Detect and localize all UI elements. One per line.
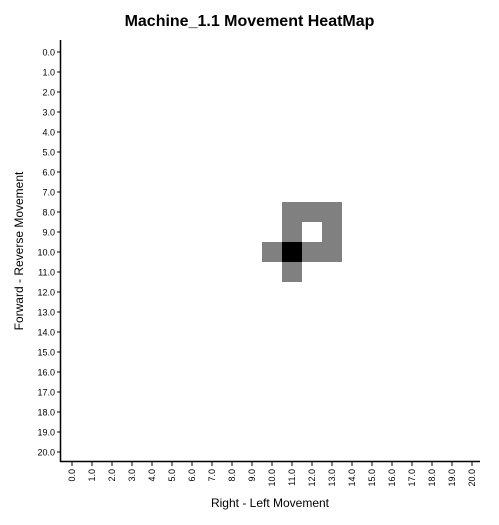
- y-tick-label: 12.0: [37, 288, 55, 298]
- y-axis-ticks: 0.0 1.0 2.0 3.0 4.0 5.0 6.0 7.0 8.0 9.0 10.0 11.0 12…: [37, 48, 61, 458]
- heatmap-cell: [282, 202, 302, 222]
- heatmap-cell: [322, 242, 342, 262]
- y-tick-label: 8.0: [42, 208, 55, 218]
- y-tick-label: 15.0: [37, 348, 55, 358]
- x-tick-label: 4.0: [147, 469, 157, 482]
- x-tick-label: 15.0: [367, 469, 377, 487]
- x-tick-label: 8.0: [227, 469, 237, 482]
- x-tick-label: 10.0: [267, 469, 277, 487]
- x-tick-label: 17.0: [407, 469, 417, 487]
- x-tick-label: 18.0: [427, 469, 437, 487]
- y-tick-label: 5.0: [42, 148, 55, 158]
- y-tick-label: 2.0: [42, 88, 55, 98]
- x-tick-label: 13.0: [327, 469, 337, 487]
- y-tick-label: 19.0: [37, 428, 55, 438]
- heatmap-cell: [302, 242, 322, 262]
- heatmap-cell: [302, 202, 322, 222]
- heatmap-cell: [282, 242, 302, 262]
- y-tick-label: 4.0: [42, 128, 55, 138]
- y-tick-label: 10.0: [37, 248, 55, 258]
- heatmap-cell: [322, 222, 342, 242]
- y-tick-label: 1.0: [42, 68, 55, 78]
- x-tick-label: 5.0: [167, 469, 177, 482]
- x-tick-label: 9.0: [247, 469, 257, 482]
- heatmap-cell: [262, 242, 282, 262]
- y-tick-label: 18.0: [37, 408, 55, 418]
- x-tick-label: 19.0: [447, 469, 457, 487]
- y-tick-label: 3.0: [42, 108, 55, 118]
- chart-title: Machine_1.1 Movement HeatMap: [125, 13, 375, 30]
- y-tick-label: 16.0: [37, 368, 55, 378]
- y-axis-label: Forward - Reverse Movement: [12, 171, 26, 330]
- y-tick-label: 11.0: [38, 268, 55, 278]
- x-tick-label: 2.0: [107, 469, 117, 482]
- x-tick-label: 1.0: [87, 469, 97, 482]
- heatmap-cell: [322, 202, 342, 222]
- y-tick-label: 7.0: [42, 188, 55, 198]
- y-tick-label: 14.0: [37, 328, 55, 338]
- heatmap-cell: [282, 222, 302, 242]
- x-tick-label: 7.0: [207, 469, 217, 482]
- y-tick-label: 9.0: [42, 228, 55, 238]
- x-axis-label: Right - Left Movement: [211, 496, 330, 510]
- y-tick-label: 20.0: [37, 448, 55, 458]
- x-tick-label: 12.0: [307, 469, 317, 487]
- heatmap-cell: [282, 262, 302, 282]
- y-tick-label: 17.0: [37, 388, 55, 398]
- x-tick-label: 3.0: [127, 469, 137, 482]
- y-tick-label: 0.0: [42, 48, 55, 58]
- heatmap-cells: [262, 202, 342, 282]
- x-tick-label: 0.0: [67, 469, 77, 482]
- x-tick-label: 6.0: [187, 469, 197, 482]
- x-tick-label: 14.0: [347, 469, 357, 487]
- x-axis-ticks: 0.0 1.0 2.0 3.0 4.0 5.0 6.0 7.0 8.0 9.0 10.0 11.0 12…: [67, 462, 477, 487]
- x-tick-label: 16.0: [387, 469, 397, 487]
- x-tick-label: 11.0: [287, 469, 297, 486]
- y-tick-label: 6.0: [42, 168, 55, 178]
- x-tick-label: 20.0: [467, 469, 477, 487]
- y-tick-label: 13.0: [37, 308, 55, 318]
